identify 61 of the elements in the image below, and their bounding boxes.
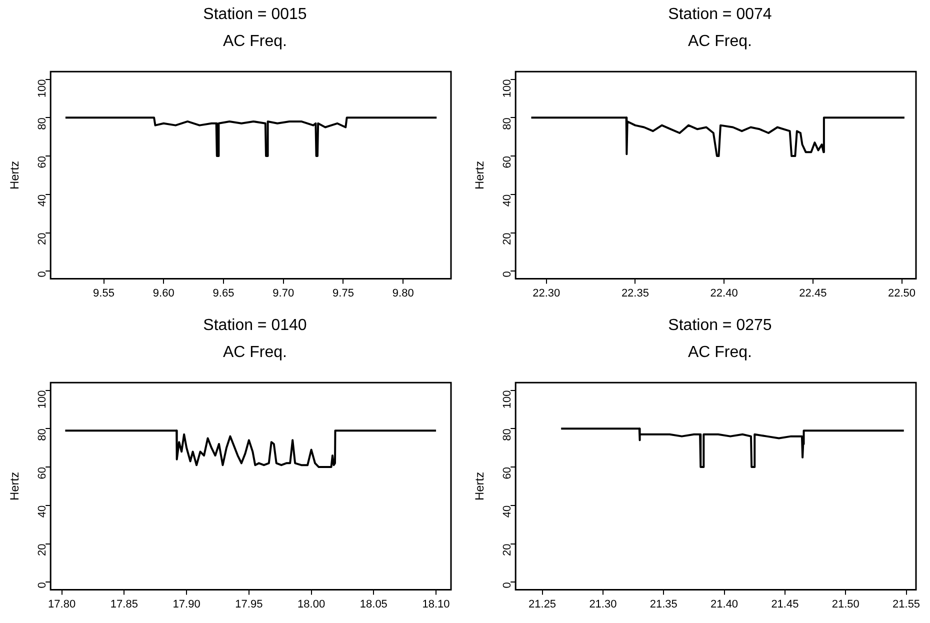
y-tick-label: 60 xyxy=(36,467,49,480)
x-tick-label: 17.85 xyxy=(110,598,138,610)
x-tick-label: 22.30 xyxy=(532,287,560,300)
chart-subtitle: AC Freq. xyxy=(222,33,288,51)
chart-subtitle: AC Freq. xyxy=(222,344,288,362)
x-tick-label: 17.80 xyxy=(48,598,76,610)
x-tick-label: 21.50 xyxy=(832,598,860,610)
x-tick-label: 9.70 xyxy=(272,287,294,300)
x-tick-label: 9.55 xyxy=(93,287,114,300)
y-tick-label: 60 xyxy=(502,467,514,480)
x-tick-label: 9.80 xyxy=(392,287,414,300)
y-tick-label: 40 xyxy=(502,194,514,207)
x-tick-label: 21.45 xyxy=(771,598,799,610)
y-tick-label: 40 xyxy=(502,505,514,518)
y-axis-title: Hertz xyxy=(472,160,487,190)
x-tick-label: 17.95 xyxy=(235,598,263,610)
chart-title: Station = 0275 xyxy=(667,317,773,335)
x-tick-label: 21.40 xyxy=(710,598,738,610)
x-tick-label: 21.35 xyxy=(650,598,678,610)
y-tick-label: 100 xyxy=(502,390,514,409)
y-tick-label: 20 xyxy=(502,544,514,556)
y-tick-label: 100 xyxy=(36,79,49,98)
x-tick-label: 21.55 xyxy=(892,598,920,610)
chart-title: Station = 0140 xyxy=(202,317,308,335)
chart-subtitle: AC Freq. xyxy=(686,344,753,362)
x-tick-label: 21.25 xyxy=(528,598,556,610)
y-tick-label: 20 xyxy=(36,544,49,556)
x-tick-label: 9.75 xyxy=(332,287,354,300)
y-tick-label: 80 xyxy=(36,428,49,441)
y-tick-label: 0 xyxy=(36,271,49,278)
y-tick-label: 0 xyxy=(36,582,49,588)
chart-title: Station = 0074 xyxy=(667,6,773,24)
y-tick-label: 80 xyxy=(36,118,49,130)
x-tick-label: 22.35 xyxy=(621,287,649,300)
y-tick-label: 60 xyxy=(502,156,514,168)
y-axis-title: Hertz xyxy=(8,160,22,190)
y-tick-label: 0 xyxy=(502,271,514,278)
y-axis-title: Hertz xyxy=(8,472,22,501)
y-axis-title: Hertz xyxy=(472,472,487,501)
y-tick-label: 0 xyxy=(502,582,514,588)
y-tick-label: 60 xyxy=(36,156,49,168)
x-tick-label: 22.40 xyxy=(710,287,738,300)
y-tick-label: 40 xyxy=(36,194,49,207)
y-tick-label: 100 xyxy=(502,79,514,98)
x-tick-label: 22.45 xyxy=(799,287,827,300)
x-tick-label: 21.30 xyxy=(589,598,617,610)
y-tick-label: 80 xyxy=(502,118,514,130)
x-tick-label: 18.10 xyxy=(422,598,450,610)
x-tick-label: 22.50 xyxy=(888,287,916,300)
x-tick-label: 18.05 xyxy=(360,598,388,610)
x-tick-label: 9.60 xyxy=(152,287,174,300)
chart-subtitle: AC Freq. xyxy=(686,33,753,51)
y-tick-label: 40 xyxy=(36,505,49,518)
x-tick-label: 9.65 xyxy=(212,287,234,300)
y-tick-label: 100 xyxy=(36,390,49,409)
y-tick-label: 20 xyxy=(502,232,514,246)
y-tick-label: 20 xyxy=(36,232,49,246)
x-tick-label: 17.90 xyxy=(172,598,200,610)
chart-title: Station = 0015 xyxy=(202,6,308,24)
x-tick-label: 18.00 xyxy=(298,598,326,610)
y-tick-label: 80 xyxy=(502,428,514,441)
